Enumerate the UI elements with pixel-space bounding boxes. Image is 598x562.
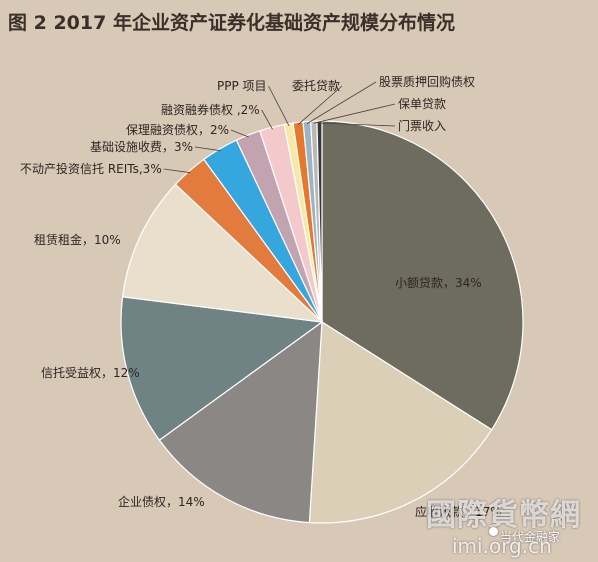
slice-label-5: 租赁租金，10% [34,232,121,247]
slice-label-13: 保单贷款 [398,97,446,111]
leader-line-9 [261,109,273,130]
leader-line-10 [268,85,290,126]
pie-slice-4 [120,296,324,441]
slice-label-8: 保理融资债权，2% [126,123,229,137]
pie-slice-5 [121,183,324,323]
slice-label-6: 不动产投资信托 REITs,3% [20,161,162,176]
leader-line-13 [313,103,396,124]
slice-label-11: 委托贷款 [292,79,340,93]
leader-line-6 [163,168,191,174]
watermark-url: imi.org.cn [452,534,552,558]
slice-label-12: 股票质押回购债权 [379,74,475,89]
leader-line-11 [298,85,343,125]
pie-slice-3 [158,320,323,524]
leader-line-7 [194,146,221,152]
slice-label-1: 小额贷款，34% [395,276,482,290]
pie-slice-1 [321,120,524,431]
slice-label-4: 信托受益权，12% [41,366,140,380]
leader-line-14 [319,122,396,127]
watermark-source: 当代金融家 [500,530,561,544]
pie-slices [120,120,524,524]
slice-label-2: 应收账款，17% [415,504,502,519]
leader-line-8 [230,129,249,138]
leader-line-12 [306,81,377,124]
wechat-icon [489,527,498,536]
watermark-logo-text: 國際貨幣網 [426,498,581,533]
slice-label-3: 企业债权，14% [118,494,205,509]
slice-label-9: 融资融券债权 ,2% [161,102,260,117]
chart-title: 图 2 2017 年企业资产证券化基础资产规模分布情况 [8,12,455,34]
label-leader-lines [163,81,396,174]
pie-slice-2 [308,320,493,524]
slice-labels: 小额贷款，34% 应收账款，17% 企业债权，14% 信托受益权，12% 租赁租金，10… [20,74,502,519]
slice-label-14: 门票收入 [398,118,446,133]
slice-label-10: PPP 项目 [217,79,267,93]
slice-label-7: 基础设施收费，3% [90,140,193,154]
